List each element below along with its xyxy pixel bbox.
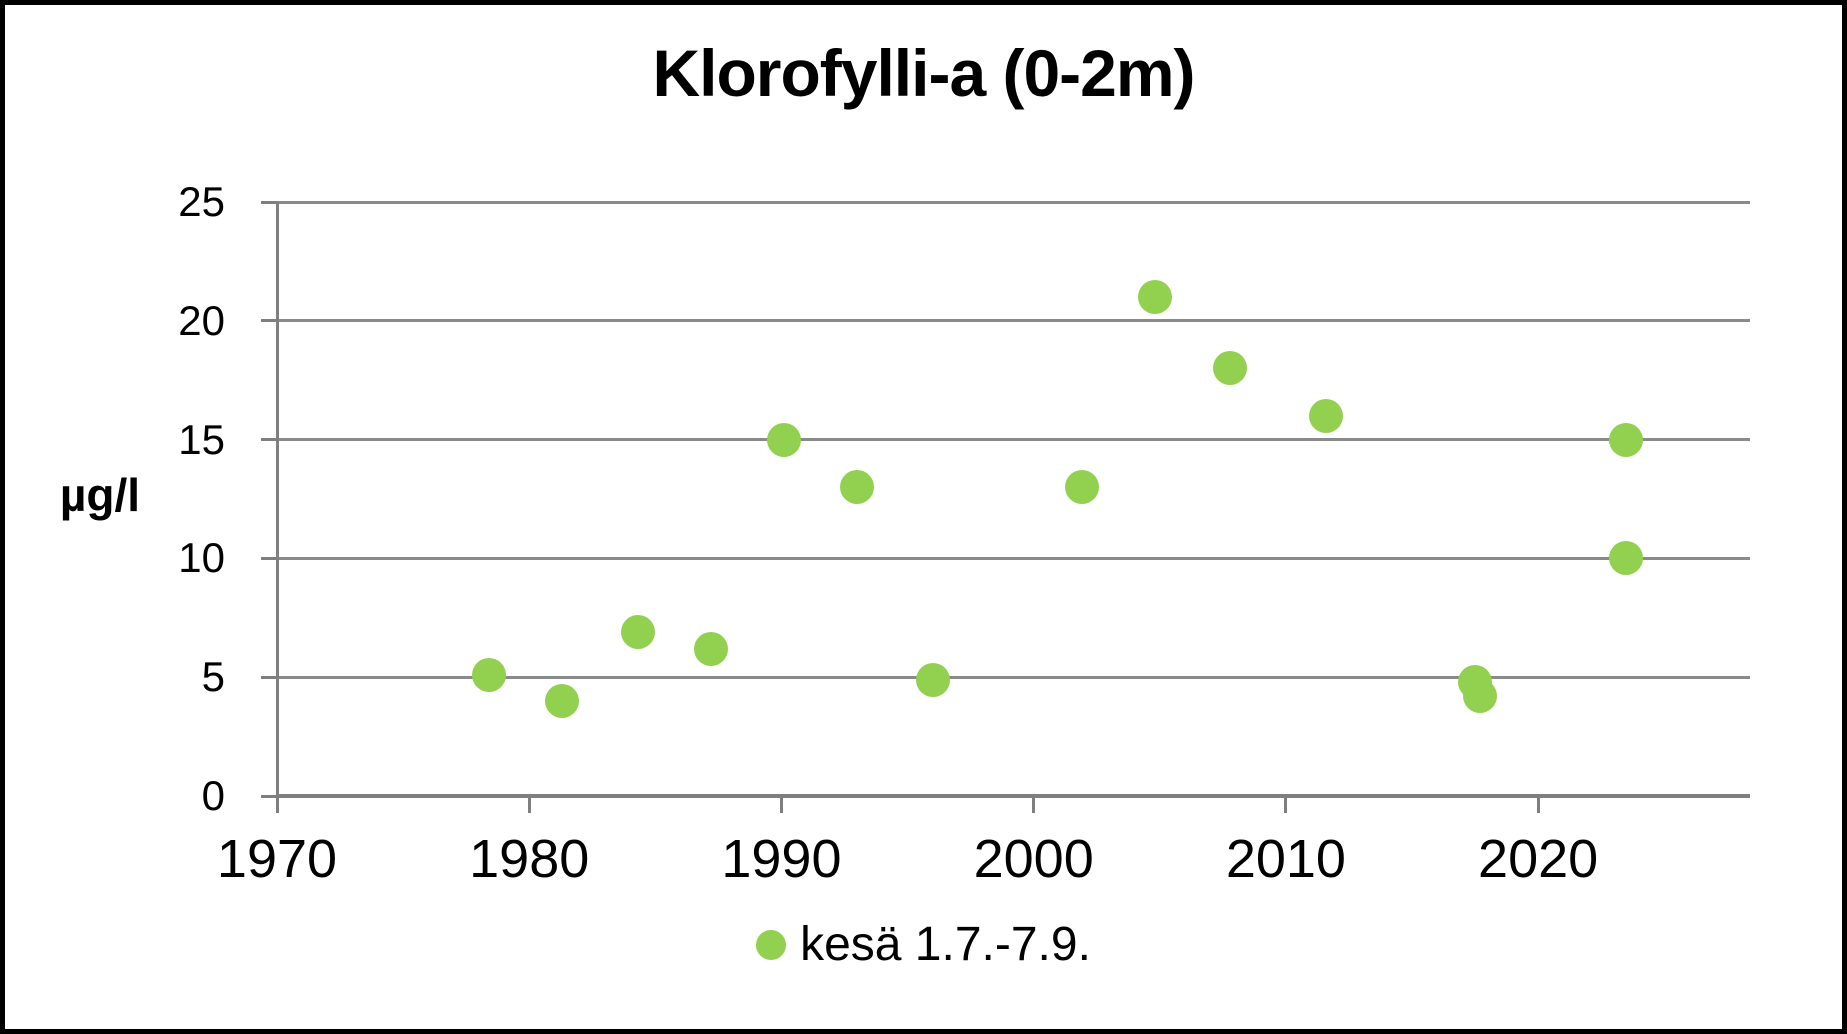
gridline [277, 319, 1750, 323]
y-tick-label: 10 [178, 534, 225, 582]
data-point [1064, 470, 1099, 505]
y-axis-tick [261, 675, 277, 679]
y-axis-unit-label: µg/l [59, 469, 141, 521]
x-axis-tick [527, 796, 531, 813]
y-axis-tick [261, 556, 277, 560]
x-tick-label: 1970 [216, 829, 338, 889]
x-axis-tick [275, 796, 279, 813]
x-tick-label: 2000 [973, 829, 1094, 889]
data-point [471, 657, 506, 692]
y-tick-label: 0 [201, 772, 225, 819]
y-axis-tick [261, 438, 277, 442]
data-point [1609, 422, 1644, 457]
x-axis-tick [779, 796, 783, 813]
data-point [1309, 398, 1344, 433]
y-tick-label: 25 [178, 178, 225, 225]
data-point [766, 422, 801, 457]
x-tick-label: 1980 [469, 829, 590, 889]
data-point [840, 470, 875, 505]
data-point [1463, 679, 1498, 714]
y-axis-tick [261, 319, 277, 323]
gridline [277, 556, 1750, 560]
legend-marker [756, 930, 787, 960]
data-point [545, 683, 579, 718]
x-axis-line [277, 794, 1750, 798]
x-tick-label: 1990 [721, 829, 842, 889]
data-point [1609, 541, 1644, 576]
x-axis-tick [1032, 796, 1036, 813]
y-tick-label: 20 [178, 296, 225, 344]
x-tick-label: 2020 [1478, 829, 1599, 889]
legend: kesä 1.7.-7.9. [5, 921, 1842, 969]
data-point [1213, 351, 1248, 386]
x-axis-tick [1536, 796, 1540, 813]
y-tick-label: 15 [178, 415, 225, 463]
y-axis-tick [261, 200, 277, 204]
legend-series-label: kesä 1.7.-7.9. [800, 918, 1091, 971]
data-point [915, 662, 950, 697]
y-tick-label: 5 [201, 653, 225, 701]
data-point [693, 631, 728, 666]
gridline [277, 200, 1750, 204]
gridline [277, 675, 1750, 679]
data-point [620, 615, 655, 650]
data-point [1137, 280, 1172, 315]
gridline [277, 438, 1750, 442]
x-axis-tick [1284, 796, 1288, 813]
chart-title: Klorofylli-a (0-2m) [652, 36, 1195, 110]
y-axis-tick [261, 794, 277, 798]
x-tick-label: 2010 [1225, 829, 1346, 889]
y-axis-line [275, 202, 279, 796]
